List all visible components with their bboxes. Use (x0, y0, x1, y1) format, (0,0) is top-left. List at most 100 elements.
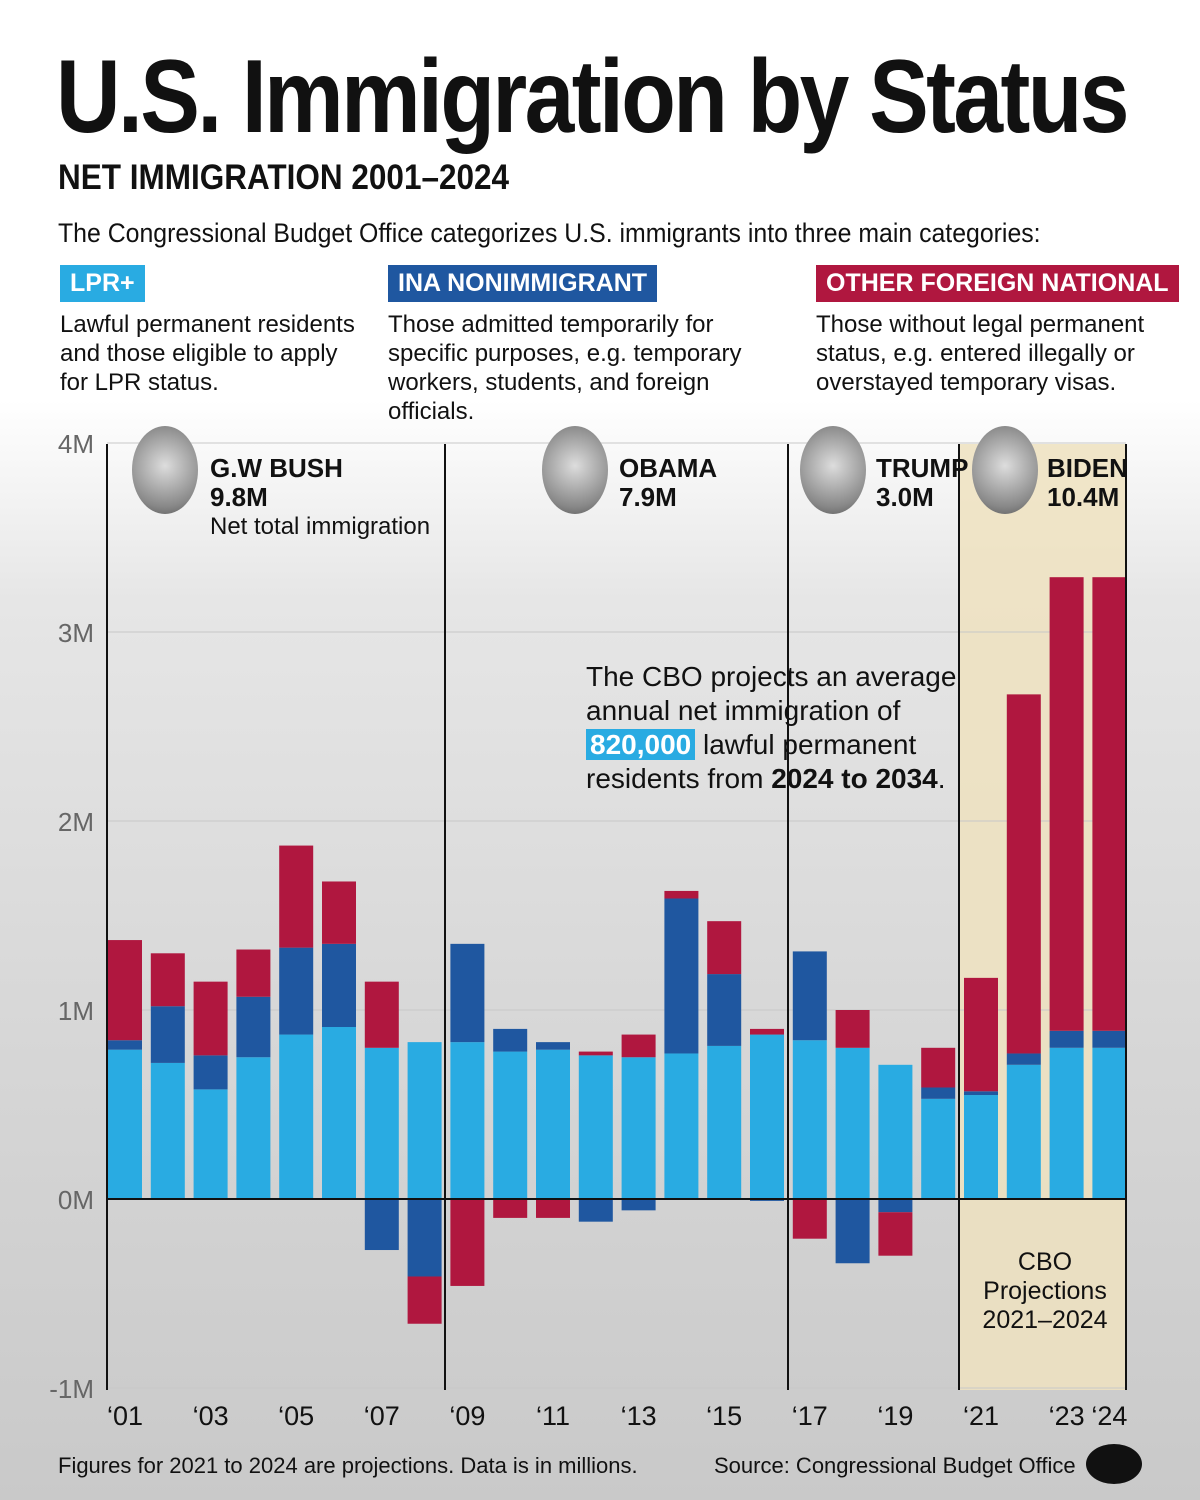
bar-2011-ina-nonimmigrant (536, 1042, 570, 1050)
bar-2012-lpr- (578, 1055, 613, 1199)
president-name: OBAMA (619, 453, 718, 483)
y-tick-label: 4M (58, 429, 94, 459)
projection-label: CBO Projections 2021–2024 (982, 1248, 1108, 1334)
bar-2002-ina-nonimmigrant (150, 1006, 185, 1063)
bar-2018-other-foreign-national (835, 1010, 870, 1048)
president-total: 10.4M (1047, 482, 1120, 512)
president-bush: G.W BUSH 9.8M Net total immigration (210, 454, 430, 541)
x-tick-label: ‘19 (877, 1401, 913, 1431)
annotation-bold: 2024 to 2034 (771, 763, 938, 794)
x-tick-label: ‘05 (278, 1401, 314, 1431)
x-tick-label: ‘21 (963, 1401, 999, 1431)
bar-2019-ina-nonimmigrant (878, 1199, 913, 1213)
bar-2022-lpr- (1006, 1064, 1041, 1199)
bar-2024-ina-nonimmigrant (1092, 1030, 1127, 1048)
bar-2007-ina-nonimmigrant (364, 1199, 399, 1251)
y-tick-label: 2M (58, 807, 94, 837)
bar-2023-lpr- (1049, 1047, 1084, 1199)
bar-2008-ina-nonimmigrant (407, 1199, 442, 1277)
bar-2014-lpr- (664, 1053, 699, 1199)
bar-2013-ina-nonimmigrant (621, 1199, 656, 1211)
annotation-text: The CBO projects an average annual net i… (586, 661, 957, 726)
bar-2008-lpr- (407, 1042, 442, 1199)
bar-2021-other-foreign-national (964, 977, 998, 1092)
bar-2017-lpr- (792, 1040, 827, 1199)
legend-ina-badge: INA NONIMMIGRANT (388, 265, 658, 302)
bar-2009-lpr- (450, 1042, 485, 1199)
footnote: Figures for 2021 to 2024 are projections… (58, 1453, 638, 1478)
cbo-annotation: The CBO projects an average annual net i… (586, 660, 966, 796)
bar-2019-other-foreign-national (878, 1212, 913, 1256)
y-tick-label: 1M (58, 996, 94, 1026)
x-tick-label: ‘15 (706, 1401, 742, 1431)
bar-2015-ina-nonimmigrant (707, 974, 742, 1046)
bar-2003-ina-nonimmigrant (193, 1055, 228, 1090)
legend-other-badge: OTHER FOREIGN NATIONAL (816, 265, 1179, 302)
x-tick-label: ‘13 (621, 1401, 657, 1431)
bar-2006-ina-nonimmigrant (322, 943, 356, 1028)
bar-2016-other-foreign-national (750, 1028, 784, 1035)
bush-portrait (132, 426, 198, 514)
bar-2020-lpr- (921, 1098, 956, 1199)
bar-2023-other-foreign-national (1049, 577, 1084, 1031)
bar-2001-lpr- (108, 1049, 142, 1199)
bar-2001-ina-nonimmigrant (108, 1040, 142, 1050)
publisher-logo-icon (1086, 1444, 1142, 1484)
obama-portrait (542, 426, 608, 514)
bar-2013-lpr- (621, 1057, 656, 1199)
bar-2020-ina-nonimmigrant (921, 1087, 956, 1099)
bar-2004-other-foreign-national (236, 949, 271, 997)
bar-2015-lpr- (707, 1045, 742, 1199)
legend-other: OTHER FOREIGN NATIONAL Those without leg… (816, 265, 1179, 397)
bar-2021-ina-nonimmigrant (964, 1091, 998, 1096)
president-total: 9.8M (210, 482, 268, 512)
bar-2020-other-foreign-national (921, 1047, 956, 1088)
bar-2014-ina-nonimmigrant (664, 898, 699, 1054)
bar-2007-other-foreign-national (364, 981, 399, 1048)
x-tick-label: ‘17 (792, 1401, 828, 1431)
president-total: 3.0M (876, 482, 934, 512)
bar-2006-lpr- (322, 1027, 356, 1199)
bar-2024-other-foreign-national (1092, 577, 1127, 1031)
x-tick-label: ‘01 (107, 1401, 143, 1431)
bar-2002-lpr- (150, 1062, 185, 1199)
bar-2002-other-foreign-national (150, 953, 185, 1007)
intro-text: The Congressional Budget Office categori… (58, 218, 1041, 248)
bar-2006-other-foreign-national (322, 881, 356, 944)
bar-2005-lpr- (279, 1034, 314, 1199)
bar-2018-lpr- (835, 1047, 870, 1199)
bar-2007-lpr- (364, 1047, 399, 1199)
x-tick-label: ‘07 (364, 1401, 400, 1431)
bar-2021-lpr- (964, 1095, 998, 1199)
page-title: U.S. Immigration by Status (56, 39, 1130, 155)
president-name: TRUMP (876, 453, 969, 483)
bar-2015-other-foreign-national (707, 921, 742, 975)
legend-ina: INA NONIMMIGRANT Those admitted temporar… (388, 265, 788, 426)
bar-2009-ina-nonimmigrant (450, 943, 485, 1043)
source: Source: Congressional Budget Office (714, 1453, 1076, 1478)
x-tick-label: ‘03 (193, 1401, 229, 1431)
legend-lpr-badge: LPR+ (60, 265, 145, 302)
bar-2011-lpr- (536, 1049, 570, 1199)
president-name: BIDEN (1047, 453, 1128, 483)
bar-2013-other-foreign-national (621, 1034, 656, 1058)
x-tick-label: ‘23 (1049, 1401, 1085, 1431)
bar-2005-ina-nonimmigrant (279, 947, 314, 1035)
bar-2003-other-foreign-national (193, 981, 228, 1056)
bar-2005-other-foreign-national (279, 845, 314, 948)
bar-2012-ina-nonimmigrant (578, 1199, 613, 1222)
trump-portrait (800, 426, 866, 514)
bar-2012-other-foreign-national (578, 1051, 613, 1056)
bar-2017-ina-nonimmigrant (792, 951, 827, 1041)
bar-2014-other-foreign-national (664, 890, 699, 899)
bar-2022-ina-nonimmigrant (1006, 1053, 1041, 1065)
legend-lpr-description: Lawful permanent residents and those eli… (60, 311, 355, 396)
bar-2019-lpr- (878, 1064, 913, 1199)
legend-ina-description: Those admitted temporarily for specific … (388, 311, 742, 425)
page-subtitle: NET IMMIGRATION 2001–2024 (58, 158, 510, 197)
bar-2023-ina-nonimmigrant (1049, 1030, 1084, 1048)
bar-2009-other-foreign-national (450, 1199, 485, 1286)
legend-lpr: LPR+ Lawful permanent residents and thos… (60, 265, 360, 397)
annotation-highlight: 820,000 (586, 729, 696, 760)
